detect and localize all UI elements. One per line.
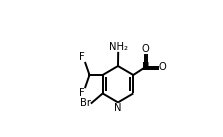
Text: O: O xyxy=(159,62,167,72)
Text: O: O xyxy=(142,44,149,54)
Text: F: F xyxy=(79,88,85,98)
Text: N: N xyxy=(142,62,149,72)
Text: Br: Br xyxy=(80,98,91,108)
Text: NH₂: NH₂ xyxy=(109,42,128,52)
Text: N: N xyxy=(114,103,122,113)
Text: F: F xyxy=(79,52,85,62)
